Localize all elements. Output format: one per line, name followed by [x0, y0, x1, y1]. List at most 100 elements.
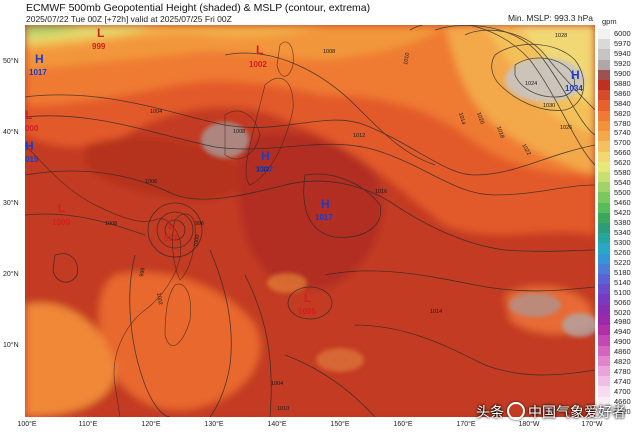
- colorbar-label: 4860: [614, 347, 631, 357]
- colorbar-label: 4980: [614, 317, 631, 327]
- low-center-marker: L 1000: [52, 201, 70, 227]
- svg-text:1034: 1034: [565, 84, 583, 93]
- svg-text:L: L: [304, 291, 311, 305]
- isobar-label: 1014: [457, 112, 466, 125]
- colorbar-swatch: [598, 396, 610, 408]
- colorbar-swatch: [598, 406, 610, 418]
- svg-text:L: L: [168, 218, 175, 232]
- isobar-label: 1024: [525, 81, 537, 87]
- colorbar-label: 5660: [614, 148, 631, 158]
- lon-label-160e: 160°E: [393, 421, 413, 428]
- colorbar-swatch: [598, 29, 610, 40]
- colorbar-label: 5260: [614, 247, 631, 257]
- colorbar-label: 5940: [614, 48, 631, 58]
- low-center-marker: L 999: [92, 26, 106, 51]
- low-center-marker: L 1005: [298, 291, 316, 316]
- colorbar-swatch: [598, 90, 610, 101]
- colorbar-label: 5840: [614, 98, 631, 108]
- colorbar-label: 5500: [614, 188, 631, 198]
- colorbar-label: 5100: [614, 287, 631, 297]
- colorbar-label: 4780: [614, 367, 631, 377]
- colorbar-label: 5700: [614, 138, 631, 148]
- colorbar-swatch: [598, 243, 610, 255]
- isobar-label: 1018: [495, 126, 505, 140]
- colorbar-swatch: [598, 131, 610, 142]
- colorbar-label: 5740: [614, 128, 631, 138]
- colorbar-swatch: [598, 314, 610, 326]
- camera-icon: [507, 402, 525, 420]
- colorbar-swatch: [598, 335, 610, 347]
- isobar-label: 996: [195, 221, 204, 227]
- colorbar-label: 4620: [614, 407, 631, 417]
- colorbar-swatch: [598, 376, 610, 387]
- colorbar-label: 5880: [614, 78, 631, 88]
- colorbar-swatch: [598, 263, 610, 275]
- colorbar-label: 5180: [614, 267, 631, 277]
- colorbar-swatch: [598, 212, 610, 224]
- isobar-label: 1004: [150, 109, 162, 115]
- isobar-label: 1028: [555, 33, 567, 39]
- colorbar-label: 4660: [614, 397, 631, 407]
- isobar-value-labels: 1004 1008 1008 1012 1016 1020 1024 1028 …: [105, 33, 572, 412]
- colorbar-swatch: [598, 59, 610, 71]
- isobar-label: 1008: [105, 221, 117, 227]
- colorbar-label: 4700: [614, 387, 631, 397]
- colorbar-label: 6000: [614, 28, 631, 38]
- colorbar-swatch: [598, 151, 610, 163]
- chart-subtitle: 2025/07/22 Tue 00Z [+72h] valid at 2025/…: [26, 14, 232, 24]
- colorbar-swatch: [598, 69, 610, 81]
- isobar-label: 1000: [193, 234, 201, 247]
- high-center-marker: H 1034: [565, 68, 583, 93]
- colorbar-label: 5620: [614, 158, 631, 168]
- high-center-marker: H 1017: [255, 149, 273, 174]
- lon-label-150e: 150°E: [330, 421, 350, 428]
- colorbar-swatch: [598, 274, 610, 285]
- isobar-label: 1004: [271, 381, 283, 387]
- lon-label-100e: 100°E: [17, 421, 37, 428]
- svg-text:L: L: [97, 26, 104, 40]
- watermark: 头条 中国气象爱好者: [476, 402, 626, 422]
- svg-text:015: 015: [25, 155, 39, 164]
- colorbar-label: 5380: [614, 218, 631, 227]
- colorbar-swatch: [598, 182, 610, 193]
- colorbar-label: 4740: [614, 377, 631, 387]
- min-mslp-readout: Min. MSLP: 993.3 hPa: [507, 13, 593, 23]
- colorbar-swatch: [598, 223, 610, 234]
- colorbar-swatch: [598, 345, 610, 357]
- isobar-label: 1020: [475, 112, 485, 126]
- svg-text:1017: 1017: [29, 68, 47, 77]
- lon-label-130e: 130°E: [204, 421, 224, 428]
- isobar-label: 1010: [403, 52, 411, 65]
- colorbar-label: 5900: [614, 68, 631, 78]
- colorbar-unit: gpm: [602, 17, 617, 26]
- colorbar-label: 4940: [614, 327, 631, 337]
- colorbar-swatch: [598, 100, 610, 112]
- isobar-label: 1010: [277, 406, 289, 412]
- colorbar-label: 5420: [614, 208, 631, 218]
- weather-map[interactable]: 1004 1008 1008 1012 1016 1020 1024 1028 …: [25, 25, 595, 417]
- colorbar-swatch: [598, 39, 610, 50]
- colorbar-label: 5300: [614, 237, 631, 247]
- isobar-label: 1002: [155, 292, 163, 305]
- colorbar-swatch: [598, 294, 610, 306]
- colorbar-swatch: [598, 202, 610, 214]
- svg-text:L: L: [58, 201, 65, 215]
- colorbar-swatch: [598, 141, 610, 153]
- svg-text:H: H: [571, 68, 580, 82]
- colorbar-swatch: [598, 80, 610, 91]
- colorbar-swatch: [598, 110, 610, 122]
- high-center-marker: H 015: [25, 139, 39, 164]
- colorbar-swatch: [598, 365, 610, 377]
- colorbar-label: 4820: [614, 357, 631, 367]
- lat-label-20n: 20°N: [3, 271, 19, 278]
- colorbar-label: 5460: [614, 198, 631, 208]
- lat-label-40n: 40°N: [3, 129, 19, 136]
- isobar-label: 1006: [145, 179, 157, 185]
- colorbar-swatch: [598, 49, 610, 61]
- isobar-label: 1008: [323, 49, 335, 55]
- colorbar-swatch: [598, 161, 610, 173]
- watermark-left-text: 头条: [476, 404, 504, 420]
- colorbar: [598, 29, 610, 418]
- colorbar-label: 5140: [614, 277, 631, 287]
- colorbar-label: 5220: [614, 257, 631, 267]
